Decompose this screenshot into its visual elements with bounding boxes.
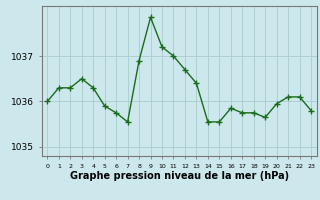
X-axis label: Graphe pression niveau de la mer (hPa): Graphe pression niveau de la mer (hPa) [70,171,289,181]
